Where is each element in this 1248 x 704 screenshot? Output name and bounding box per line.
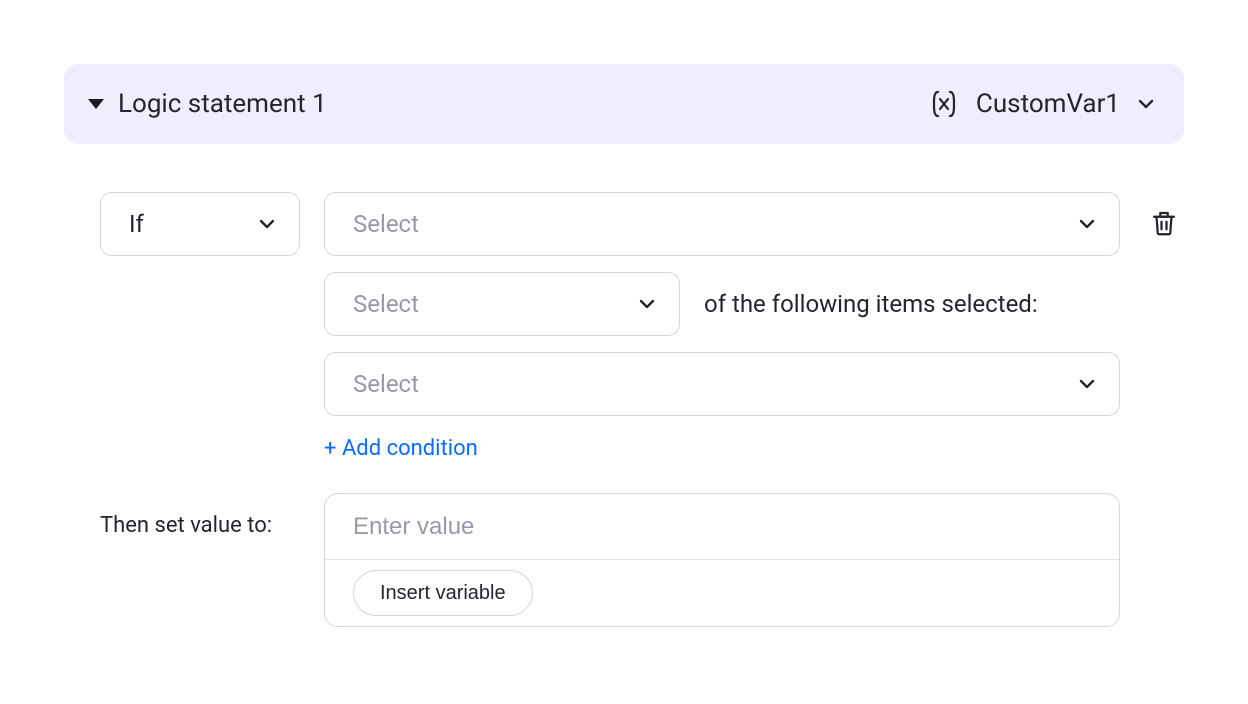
value-input[interactable] — [353, 513, 1091, 541]
logic-title: Logic statement 1 — [118, 89, 327, 119]
logic-body: If Select — [64, 144, 1184, 627]
field-placeholder: Select — [353, 210, 419, 238]
insert-variable-button[interactable]: Insert variable — [353, 570, 533, 616]
items-select[interactable]: Select — [324, 352, 1120, 416]
field-select[interactable]: Select — [324, 192, 1120, 256]
action-end-spacer — [1144, 493, 1184, 557]
value-actions: Insert variable — [325, 560, 1119, 626]
action-row: Then set value to: Insert variable — [100, 493, 1184, 627]
quantifier-placeholder: Select — [353, 290, 419, 318]
items-placeholder: Select — [353, 370, 419, 398]
operator-select[interactable]: If — [100, 192, 300, 256]
condition-fields: Select Select — [324, 192, 1120, 465]
chevron-down-icon — [637, 294, 657, 314]
variable-icon — [928, 88, 960, 120]
trash-icon — [1149, 208, 1179, 241]
action-label: Then set value to: — [100, 493, 300, 557]
quantifier-label: of the following items selected: — [704, 290, 1038, 318]
chevron-down-icon — [1136, 94, 1156, 114]
delete-col — [1144, 192, 1184, 256]
quantifier-row: Select of the following items selected: — [324, 272, 1120, 336]
variable-selector[interactable]: CustomVar1 — [928, 88, 1156, 120]
operator-value: If — [129, 210, 144, 238]
logic-card: Logic statement 1 CustomVar1 — [0, 0, 1248, 704]
condition-row: If Select — [100, 192, 1184, 465]
quantifier-select[interactable]: Select — [324, 272, 680, 336]
logic-header: Logic statement 1 CustomVar1 — [64, 64, 1184, 144]
value-box: Insert variable — [324, 493, 1120, 627]
action-fields: Insert variable — [324, 493, 1120, 627]
caret-down-icon — [88, 99, 104, 109]
operator-col: If — [100, 192, 300, 256]
variable-label: CustomVar1 — [976, 89, 1120, 119]
chevron-down-icon — [1077, 374, 1097, 394]
chevron-down-icon — [257, 214, 277, 234]
add-condition-button[interactable]: + Add condition — [324, 432, 1120, 465]
value-input-wrap — [325, 494, 1119, 560]
delete-condition-button[interactable] — [1149, 208, 1179, 241]
header-left[interactable]: Logic statement 1 — [88, 89, 327, 119]
chevron-down-icon — [1077, 214, 1097, 234]
